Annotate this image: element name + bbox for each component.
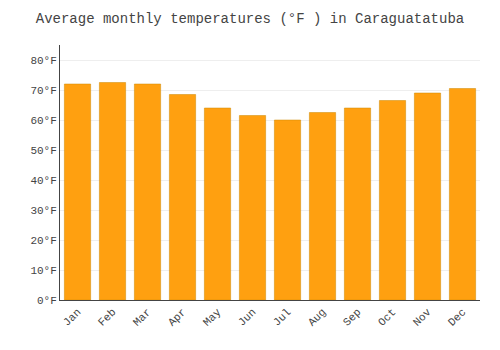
- svg-text:10°F: 10°F: [30, 265, 56, 277]
- svg-text:80°F: 80°F: [30, 55, 56, 67]
- svg-text:Mar: Mar: [131, 306, 153, 328]
- svg-text:20°F: 20°F: [30, 235, 56, 247]
- svg-text:Nov: Nov: [411, 306, 434, 329]
- svg-text:Jun: Jun: [236, 306, 258, 328]
- svg-text:Average monthly temperatures (: Average monthly temperatures (°F ) in Ca…: [36, 11, 464, 27]
- svg-text:Jul: Jul: [271, 306, 293, 328]
- svg-text:May: May: [201, 306, 224, 329]
- svg-text:Oct: Oct: [376, 306, 398, 328]
- svg-text:60°F: 60°F: [30, 115, 56, 127]
- svg-text:40°F: 40°F: [30, 175, 56, 187]
- svg-text:70°F: 70°F: [30, 85, 56, 97]
- svg-text:Feb: Feb: [96, 306, 118, 328]
- svg-text:0°F: 0°F: [37, 295, 57, 307]
- svg-text:Apr: Apr: [166, 306, 188, 328]
- svg-text:Jan: Jan: [61, 306, 83, 328]
- svg-text:Aug: Aug: [306, 306, 328, 328]
- svg-text:Dec: Dec: [446, 306, 468, 328]
- svg-text:Sep: Sep: [341, 306, 363, 328]
- svg-text:50°F: 50°F: [30, 145, 56, 157]
- svg-text:30°F: 30°F: [30, 205, 56, 217]
